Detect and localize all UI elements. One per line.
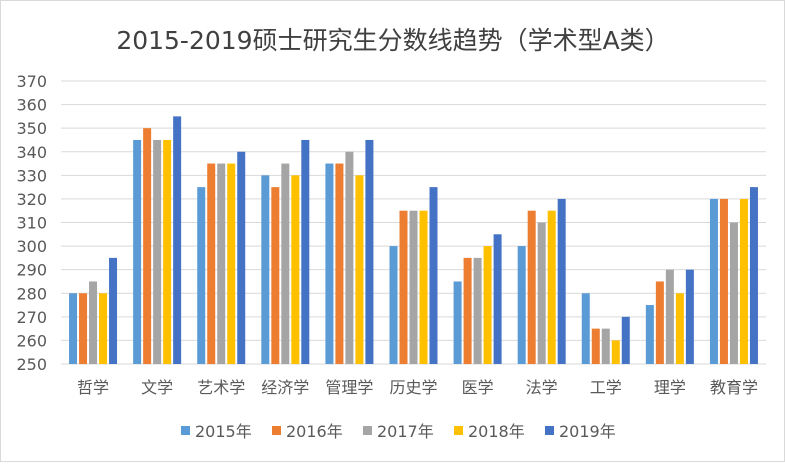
x-tick-label: 艺术学	[197, 378, 245, 397]
bar-2019年-医学	[493, 234, 502, 364]
bars	[69, 116, 758, 364]
bar-2016年-文学	[143, 128, 152, 364]
legend-swatch	[363, 426, 372, 435]
y-tick-label: 260	[16, 331, 47, 350]
y-tick-label: 280	[16, 284, 47, 303]
bar-2017年-医学	[473, 257, 482, 364]
bar-2019年-管理学	[365, 139, 374, 364]
bar-2016年-经济学	[271, 187, 280, 364]
bar-2016年-管理学	[335, 163, 344, 364]
y-tick-label: 310	[16, 214, 47, 233]
y-tick-label: 340	[16, 143, 47, 162]
bar-2017年-哲学	[89, 281, 98, 364]
bar-2016年-医学	[463, 257, 472, 364]
bar-2015年-理学	[645, 305, 654, 364]
x-axis: 哲学 文学 艺术学 经济学 管理学 历史学 医学 法学 工学 理学 教育学	[77, 378, 758, 397]
bar-2019年-理学	[685, 269, 694, 364]
bar-2017年-艺术学	[217, 163, 226, 364]
y-tick-label: 250	[16, 355, 47, 374]
bar-2018年-医学	[483, 246, 492, 364]
legend-swatch	[272, 426, 281, 435]
bar-2015年-文学	[133, 139, 142, 364]
bar-2016年-历史学	[399, 210, 408, 364]
bar-2018年-经济学	[291, 175, 300, 364]
bar-2015年-艺术学	[197, 187, 206, 364]
bar-2016年-工学	[591, 328, 600, 364]
bar-2016年-教育学	[719, 198, 728, 364]
bar-2016年-法学	[527, 210, 536, 364]
legend-label: 2016年	[286, 422, 343, 441]
bar-2016年-理学	[655, 281, 664, 364]
bar-2015年-经济学	[261, 175, 270, 364]
x-tick-label: 历史学	[389, 378, 437, 397]
bar-2015年-教育学	[709, 198, 718, 364]
bar-2018年-历史学	[419, 210, 428, 364]
x-tick-label: 经济学	[261, 378, 309, 397]
bar-2018年-教育学	[739, 198, 748, 364]
bar-2015年-哲学	[69, 293, 78, 364]
bar-2016年-艺术学	[207, 163, 216, 364]
y-tick-label: 320	[16, 190, 47, 209]
bar-2019年-法学	[557, 198, 566, 364]
y-tick-label: 330	[16, 166, 47, 185]
bar-2017年-历史学	[409, 210, 418, 364]
x-tick-label: 工学	[590, 378, 622, 397]
bar-2017年-理学	[665, 269, 674, 364]
bar-2017年-法学	[537, 222, 546, 364]
bar-2015年-法学	[517, 246, 526, 364]
legend-label: 2017年	[377, 422, 434, 441]
bar-2018年-艺术学	[227, 163, 236, 364]
bar-2018年-法学	[547, 210, 556, 364]
x-tick-label: 法学	[526, 378, 558, 397]
bar-2017年-教育学	[729, 222, 738, 364]
x-tick-label: 理学	[654, 378, 686, 397]
bar-2019年-艺术学	[237, 151, 246, 364]
bar-2019年-工学	[621, 316, 630, 364]
y-tick-label: 290	[16, 261, 47, 280]
y-tick-label: 350	[16, 119, 47, 138]
x-tick-label: 文学	[141, 378, 173, 397]
bar-2015年-管理学	[325, 163, 334, 364]
x-tick-label: 教育学	[710, 378, 758, 397]
bar-2018年-管理学	[355, 175, 364, 364]
legend: 2015年 2016年 2017年 2018年 2019年	[181, 422, 616, 441]
legend-swatch	[181, 426, 190, 435]
x-tick-label: 哲学	[77, 378, 109, 397]
legend-label: 2018年	[468, 422, 525, 441]
y-tick-label: 300	[16, 237, 47, 256]
bar-2019年-哲学	[109, 257, 118, 364]
bar-2019年-教育学	[749, 187, 758, 364]
bar-2015年-工学	[581, 293, 590, 364]
bar-2017年-文学	[153, 139, 162, 364]
y-tick-label: 370	[16, 72, 47, 91]
bar-2015年-历史学	[389, 246, 398, 364]
bar-2019年-历史学	[429, 187, 438, 364]
bar-2018年-理学	[675, 293, 684, 364]
y-tick-label: 270	[16, 308, 47, 327]
bar-2017年-工学	[601, 328, 610, 364]
bar-2017年-经济学	[281, 163, 290, 364]
bar-2018年-哲学	[99, 293, 108, 364]
legend-label: 2019年	[559, 422, 616, 441]
bar-2019年-经济学	[301, 139, 310, 364]
x-tick-label: 医学	[462, 378, 494, 397]
legend-label: 2015年	[195, 422, 252, 441]
chart-title: 2015-2019硕士研究生分数线趋势（学术型A类）	[116, 26, 669, 55]
y-axis: 250 260 270 280 290 300 310 320 330 340 350 360 370	[16, 72, 47, 374]
bar-2019年-文学	[173, 116, 182, 364]
bar-2016年-哲学	[79, 293, 88, 364]
bar-2015年-医学	[453, 281, 462, 364]
y-tick-label: 360	[16, 96, 47, 115]
bar-2017年-管理学	[345, 151, 354, 364]
bar-2018年-工学	[611, 340, 620, 364]
legend-swatch	[454, 426, 463, 435]
bar-2018年-文学	[163, 139, 172, 364]
legend-swatch	[545, 426, 554, 435]
x-tick-label: 管理学	[325, 378, 373, 397]
